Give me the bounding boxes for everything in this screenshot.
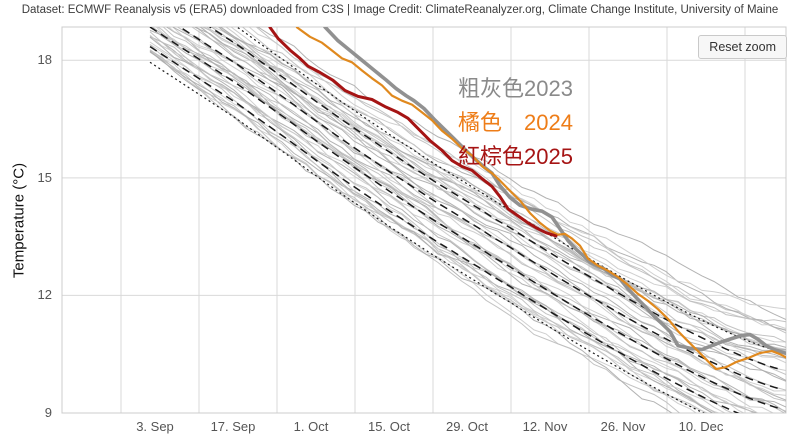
ensemble-year-line bbox=[230, 27, 786, 329]
plot-area[interactable] bbox=[62, 27, 786, 413]
ensemble-year-line bbox=[150, 27, 786, 408]
x-tick-label: 3. Sep bbox=[136, 419, 174, 434]
ensemble-year-line bbox=[149, 36, 759, 413]
ensemble-year-line bbox=[149, 50, 697, 413]
y-tick-label: 18 bbox=[37, 52, 52, 68]
legend-row-2024: 橘色 2024 bbox=[458, 106, 573, 140]
ensemble-year-line bbox=[217, 27, 786, 348]
chart-caption: Dataset: ECMWF Reanalysis v5 (ERA5) down… bbox=[21, 4, 779, 16]
x-tick-label: 10. Dec bbox=[678, 419, 724, 434]
legend-year: 2025 bbox=[524, 144, 573, 169]
ensemble-year-line bbox=[248, 27, 786, 310]
climatology-line bbox=[235, 27, 783, 353]
climatology-line bbox=[149, 45, 740, 413]
reset-zoom-button[interactable]: Reset zoom bbox=[698, 35, 787, 59]
y-tick-label: 15 bbox=[37, 169, 52, 185]
x-tick-label: 26. Nov bbox=[600, 419, 646, 434]
ensemble-year-line bbox=[149, 41, 726, 413]
ensemble-year-line bbox=[171, 27, 786, 396]
ensemble-year-line bbox=[149, 31, 755, 413]
x-tick-label: 12. Nov bbox=[522, 419, 568, 434]
climatology-line bbox=[208, 27, 783, 371]
series-year-2024-line[interactable] bbox=[295, 27, 786, 371]
legend-color-name: 粗灰色 bbox=[458, 76, 525, 101]
ensemble-year-line bbox=[219, 27, 786, 343]
ensemble-year-line bbox=[205, 27, 786, 352]
climatology-line bbox=[149, 27, 783, 410]
plot-border bbox=[61, 26, 787, 414]
ensemble-year-line bbox=[151, 27, 745, 413]
x-tick-label: 15. Oct bbox=[368, 419, 410, 434]
ensemble-year-line bbox=[149, 51, 673, 413]
x-tick-label: 1. Oct bbox=[293, 419, 329, 434]
ensemble-year-line bbox=[241, 27, 786, 323]
legend-color-name: 橘色 bbox=[458, 110, 503, 135]
ensemble-year-line bbox=[219, 27, 786, 331]
legend-row-2025: 紅棕色 2025 bbox=[458, 140, 573, 174]
ensemble-year-line bbox=[151, 27, 786, 412]
ensemble-year-line bbox=[168, 27, 786, 392]
x-tick-label: 29. Oct bbox=[446, 419, 488, 434]
legend-year: 2024 bbox=[524, 110, 573, 135]
legend-year: 2023 bbox=[524, 76, 573, 101]
ensemble-year-line bbox=[210, 27, 786, 351]
y-tick-label: 12 bbox=[37, 287, 52, 303]
ensemble-year-line bbox=[149, 49, 709, 413]
climatology-line bbox=[149, 61, 705, 413]
y-tick-label: 9 bbox=[44, 405, 52, 420]
legend-color-name: 紅棕色 bbox=[458, 144, 525, 169]
legend-annotation: 粗灰色 2023 橘色 2024 紅棕色 2025 bbox=[458, 72, 573, 174]
legend-row-2023: 粗灰色 2023 bbox=[458, 72, 573, 106]
series-year-2023-line[interactable] bbox=[323, 27, 786, 356]
y-axis-title: Temperature (°C) bbox=[10, 162, 28, 279]
ensemble-year-line bbox=[200, 27, 786, 371]
ensemble-year-line bbox=[225, 27, 786, 331]
ensemble-year-line bbox=[200, 27, 786, 364]
ensemble-year-line bbox=[149, 36, 734, 413]
ensemble-lines bbox=[149, 27, 786, 413]
x-tick-label: 17. Sep bbox=[210, 419, 256, 434]
series-year-2025-line[interactable] bbox=[268, 27, 558, 238]
ensemble-year-line bbox=[149, 50, 714, 413]
ensemble-year-line bbox=[149, 50, 681, 413]
